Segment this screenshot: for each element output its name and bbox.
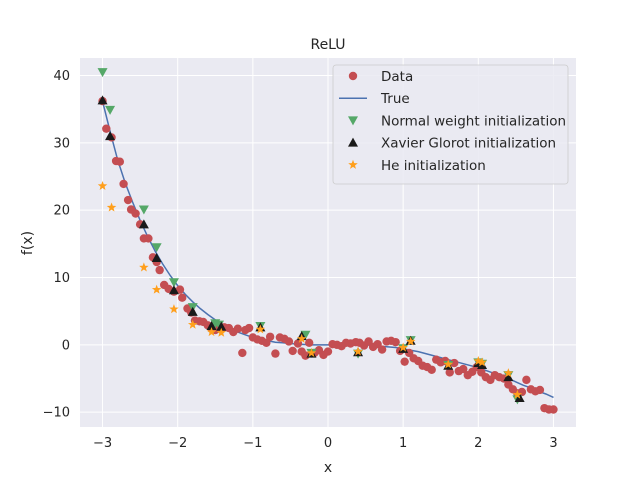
data-point [405,336,416,346]
data-point [97,180,108,190]
legend-marker [348,71,358,81]
legend: Data True Normal weight initialization Xavi… [332,64,569,185]
data-point [427,365,436,374]
x-tick-label: 3 [549,436,557,451]
data-point [105,131,116,141]
data-point [400,357,409,366]
data-point [443,359,453,369]
y-tick-label: 40 [53,69,70,84]
data-point [535,385,545,395]
data-point [144,234,153,243]
data-point [477,357,487,367]
data-point [459,364,468,374]
data-point [216,321,227,331]
y-axis-label: f(x) [20,231,36,255]
data-point [97,95,108,105]
legend-marker [348,137,358,147]
data-point [353,346,363,356]
legend-label: Data [381,69,413,85]
x-tick-label: −1 [243,436,262,451]
data-point [238,348,247,358]
data-point [445,368,454,377]
data-point [155,265,164,275]
data-point [549,405,558,414]
data-point [102,124,111,133]
data-point [301,351,310,360]
data-point [123,195,133,205]
data-point [168,278,179,288]
data-point [187,319,198,329]
data-point [450,358,459,368]
legend-box [332,64,569,185]
y-tick-label: −10 [43,406,70,421]
data-point [115,157,125,166]
data-point [169,304,179,314]
data-point [138,205,149,215]
x-tick-label: 2 [474,436,482,451]
data-point [206,320,217,330]
x-tick-label: 1 [399,436,407,451]
legend-label: True [380,91,410,107]
y-tick-label: 30 [53,136,70,151]
legend-label: Normal weight initialization [381,113,566,129]
data-point [178,293,187,302]
data-point [255,324,266,334]
data-point [119,179,128,189]
data-point [522,375,531,385]
data-point [216,327,227,337]
data-point [175,285,185,294]
data-point [288,346,297,356]
chart-title: ReLU [310,37,345,53]
legend-label: Xavier Glorot initialization [381,136,556,152]
data-point [106,202,117,212]
data-point [151,284,162,294]
data-point [306,347,317,357]
data-point [473,356,484,366]
data-point [284,337,294,346]
data-point [296,333,307,343]
data-point [131,209,140,218]
legend-marker [348,116,358,126]
data-point [97,68,108,78]
data-point [477,360,488,370]
legend-label: He initialization [381,158,486,174]
x-axis-label: x [324,460,332,476]
series-he-initialization [97,180,523,399]
data-point [187,306,198,316]
data-point [244,323,254,333]
data-point [300,330,311,340]
data-point [391,337,400,347]
data-point [233,324,243,333]
x-tick-label: −2 [168,436,187,451]
data-marks [97,68,558,414]
data-point [151,243,162,253]
data-point [323,347,333,356]
y-tick-label: 20 [53,204,70,219]
x-tick-label: 0 [324,436,332,451]
data-point [151,252,162,262]
data-point [105,105,116,115]
y-tick-label: 10 [53,271,70,286]
grid [80,58,576,427]
data-point [265,332,275,341]
data-point [139,262,149,272]
data-point [512,389,523,399]
y-tick-label: 0 [62,338,70,353]
legend-marker [348,159,358,169]
data-point [398,342,408,352]
data-point [377,345,387,354]
data-point [271,349,280,358]
data-point [503,372,514,382]
data-point [138,219,149,229]
data-point [503,368,514,378]
data-point [262,338,271,348]
series-data [98,96,558,414]
data-point [206,327,217,337]
data-point [305,338,314,348]
data-point [168,285,179,295]
x-tick-label: −3 [93,436,112,451]
